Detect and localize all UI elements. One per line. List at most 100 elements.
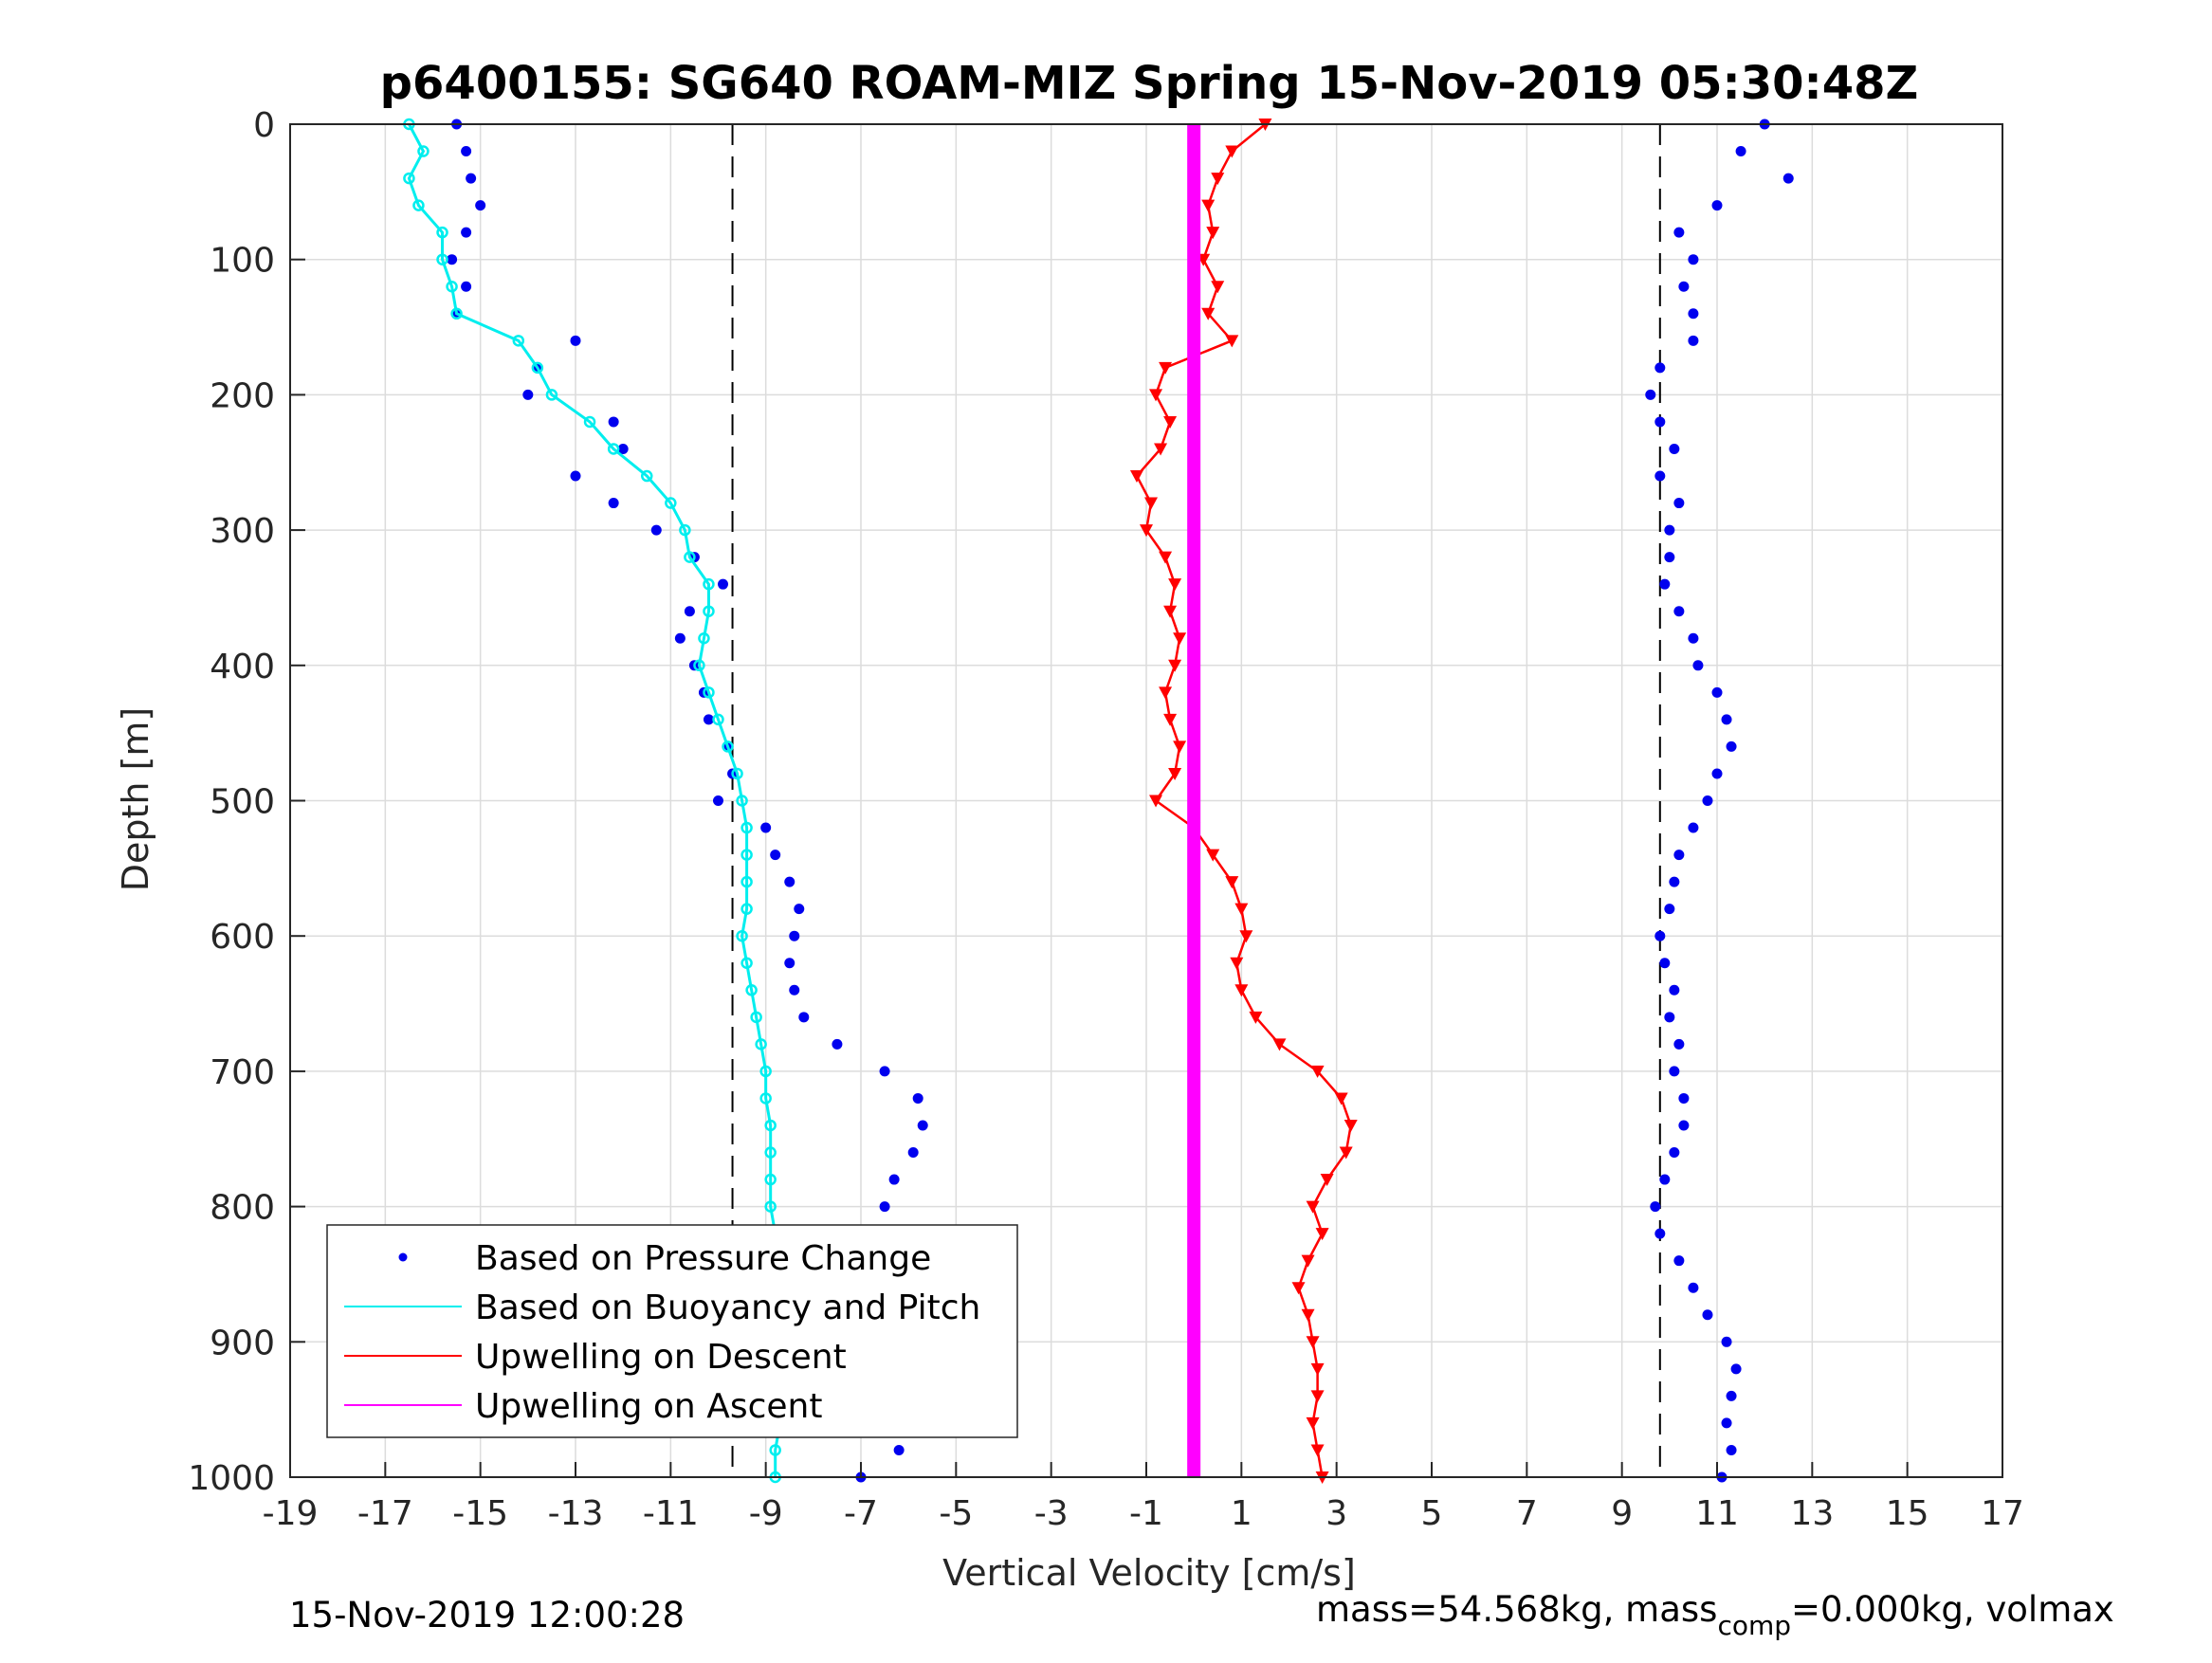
descent-point [1339,1146,1353,1160]
descent-point [1310,1390,1325,1403]
pressure-point [1711,200,1723,211]
descent-point [1159,551,1173,564]
buoyancy-point [731,767,743,780]
pressure-point [1721,714,1732,725]
buoyancy-point [703,577,715,591]
legend-entry: Upwelling on Ascent [475,1387,822,1426]
pressure-point [789,930,800,941]
x-tick-label: -19 [263,1494,319,1533]
x-tick-label: -17 [357,1494,413,1533]
x-tick-label: 9 [1611,1494,1633,1533]
pressure-point [570,335,581,346]
pressure-point [718,578,729,590]
y-tick-label: 300 [210,512,275,551]
descent-point [1230,957,1244,970]
descent-point [1201,199,1216,212]
descent-point [1129,470,1143,484]
buoyancy-point [545,389,558,401]
descent-point [1306,1336,1320,1349]
pressure-point [1654,416,1666,428]
pressure-point [461,146,472,157]
y-tick-label: 0 [253,106,275,145]
buoyancy-point [769,1444,781,1456]
buoyancy-point [740,821,753,834]
descent-point [1211,173,1225,186]
pressure-point [1711,768,1723,779]
descent-point [1168,659,1182,672]
descent-point [1272,1038,1287,1051]
pressure-point [1654,1228,1666,1239]
buoyancy-point [693,659,705,672]
pressure-point [1645,389,1656,400]
pressure-point [1664,524,1675,536]
legend: Based on Pressure Change Based on Buoyanc… [326,1224,1018,1438]
pressure-point [1688,335,1699,346]
buoyancy-point [755,1038,767,1051]
buoyancy-point [740,875,753,888]
y-tick-label: 900 [210,1324,275,1362]
buoyancy-point [684,551,696,563]
y-tick-label: 800 [210,1189,275,1228]
y-tick-label: 600 [210,918,275,957]
grid [289,123,2003,1478]
pressure-point [1782,173,1794,184]
descent-point [1239,930,1253,943]
pressure-point [1673,498,1685,509]
y-tick-label: 400 [210,648,275,686]
pressure-point [1678,1120,1690,1131]
buoyancy-point [679,523,691,537]
x-tick-label: -13 [548,1494,604,1533]
x-tick-label: 3 [1325,1494,1347,1533]
pressure-point [784,958,795,969]
buoyancy-point [583,415,596,429]
pressure-point [879,1066,890,1077]
pressure-point [466,173,477,184]
buoyancy-point [764,1119,777,1132]
pressure-point [1702,1309,1713,1321]
x-tick-label: 1 [1231,1494,1252,1533]
pressure-point [1659,958,1671,969]
descent-point [1163,713,1178,726]
pressure-point [608,498,619,509]
legend-box [326,1224,1018,1438]
x-tick-label: -3 [1034,1494,1069,1533]
pressure-point [1669,1147,1680,1159]
x-tick-label: -15 [452,1494,508,1533]
buoyancy-point [641,469,653,483]
y-tick-label: 1000 [188,1459,275,1498]
pressure-point [1726,1444,1737,1455]
buoyancy-point [698,632,710,645]
descent-point [1301,1254,1315,1268]
descent-point [1225,876,1239,889]
pressure-point [1721,1417,1732,1429]
pressure-point [789,984,800,996]
x-tick-label: 7 [1516,1494,1538,1533]
pressure-point [1654,362,1666,374]
pressure-point [570,470,581,482]
legend-entry: Based on Buoyancy and Pitch [475,1288,980,1327]
x-tick-label: 15 [1886,1494,1929,1533]
pressure-point [684,606,695,617]
pressure-point [447,254,458,265]
descent-point [1344,1119,1358,1132]
y-tick-label: 100 [210,242,275,281]
pressure-point [760,822,772,833]
buoyancy-point [712,713,724,726]
y-axis-label: Depth [m] [115,707,156,892]
descent-point [1159,686,1173,700]
pressure-point [832,1038,843,1050]
pressure-point [1654,930,1666,941]
buoyancy-point [740,903,753,915]
pressure-point [461,227,472,238]
pressure-point [1664,1012,1675,1023]
buoyancy-point [740,957,753,969]
pressure-point [912,1092,923,1104]
pressure-point [1673,227,1685,238]
descent-point [1310,1444,1325,1457]
pressure-point [1669,984,1680,996]
pressure-point [1669,1066,1680,1077]
buoyancy-point [736,795,748,807]
pressure-point [617,443,629,454]
pressure-point [1688,632,1699,644]
footer-timestamp: 15-Nov-2019 12:00:28 [289,1595,685,1636]
